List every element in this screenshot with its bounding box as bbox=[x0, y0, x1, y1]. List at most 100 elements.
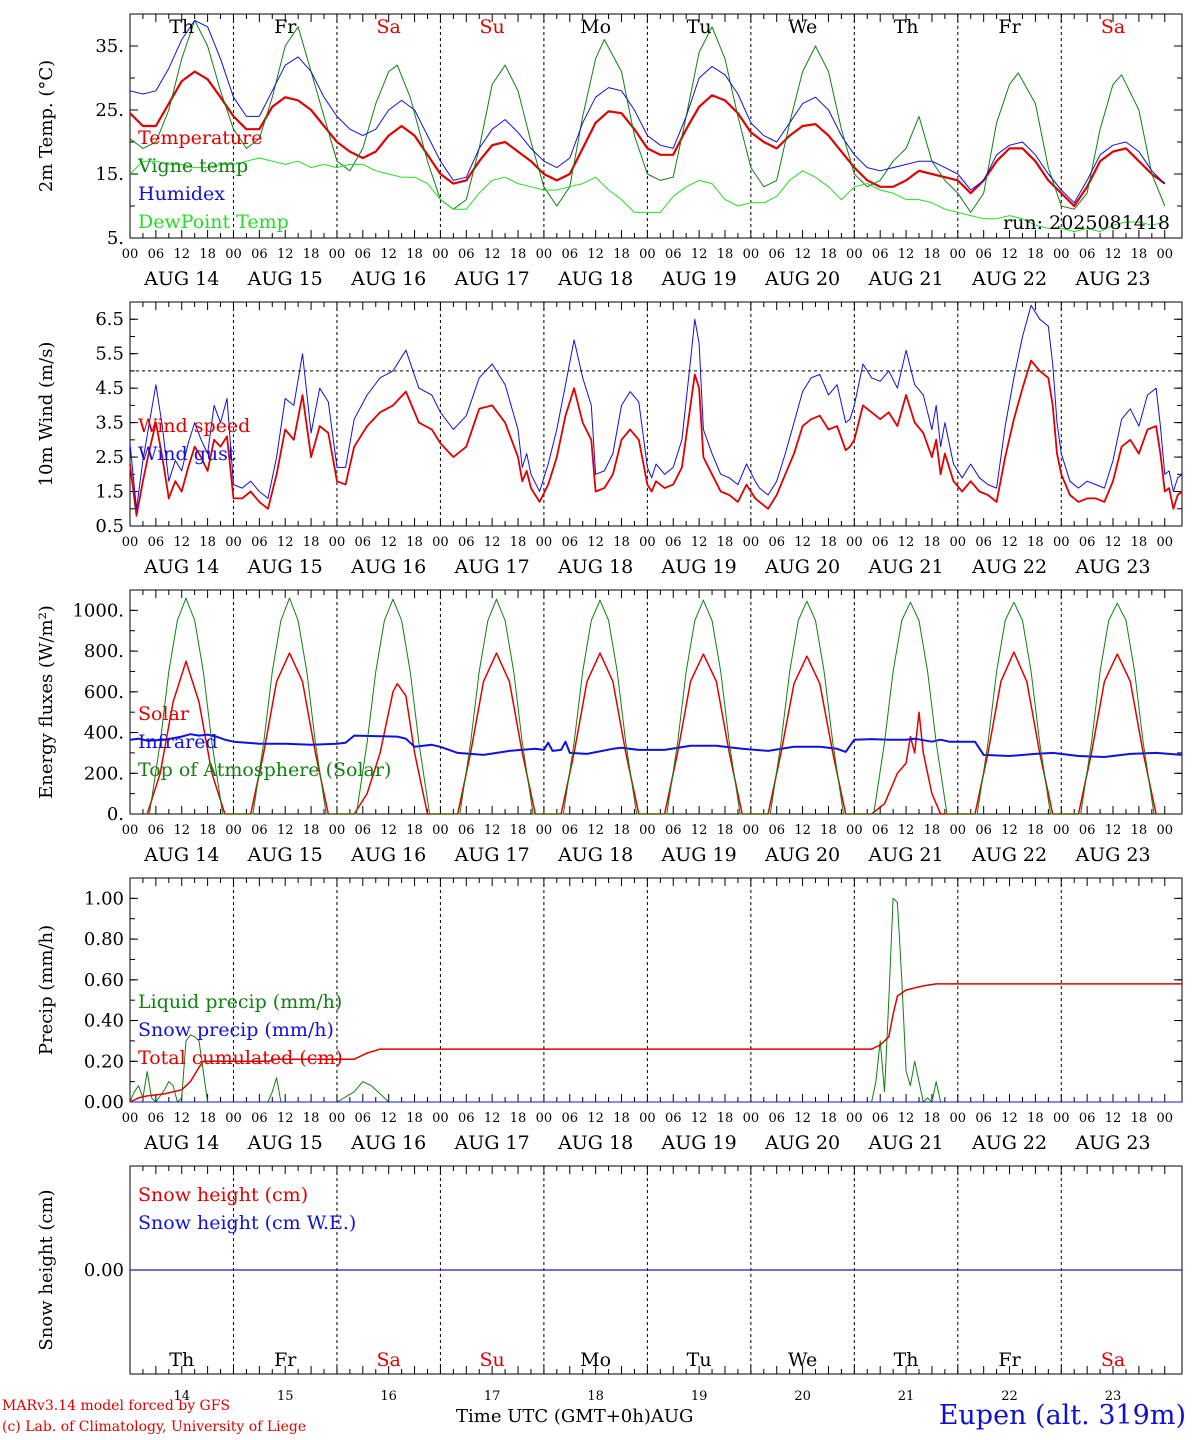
hour-label: 12 bbox=[794, 535, 811, 550]
date-label: AUG 22 bbox=[971, 556, 1047, 578]
date-label: AUG 19 bbox=[661, 844, 737, 866]
hour-label: 00 bbox=[950, 535, 967, 550]
hour-label: 12 bbox=[898, 247, 915, 262]
plot-frame bbox=[129, 301, 1183, 527]
y-tick-label: 400. bbox=[84, 723, 124, 744]
hour-label: 12 bbox=[898, 535, 915, 550]
date-label: AUG 23 bbox=[1074, 844, 1150, 866]
hour-label: 00 bbox=[225, 535, 242, 550]
date-label: AUG 16 bbox=[350, 1132, 426, 1154]
hour-label: 12 bbox=[1001, 535, 1018, 550]
series-line-1-2 bbox=[129, 19, 1166, 213]
date-label: AUG 21 bbox=[867, 844, 943, 866]
day-number: 16 bbox=[380, 1389, 397, 1404]
hour-label: 18 bbox=[717, 1111, 734, 1126]
y-tick-label: 5.5 bbox=[95, 344, 124, 365]
hour-label: 12 bbox=[794, 823, 811, 838]
y-tick-label: 0.80 bbox=[84, 929, 124, 950]
date-label: AUG 17 bbox=[454, 556, 530, 578]
hour-label: 06 bbox=[768, 535, 785, 550]
hour-label: 06 bbox=[975, 1111, 992, 1126]
hour-label: 12 bbox=[587, 823, 604, 838]
hour-label: 00 bbox=[225, 247, 242, 262]
y-tick-label: 25. bbox=[95, 100, 124, 121]
date-label: AUG 16 bbox=[350, 268, 426, 290]
hour-label: 06 bbox=[872, 535, 889, 550]
hour-label: 06 bbox=[148, 1111, 165, 1126]
day-name-bottom: Fr bbox=[998, 1349, 1021, 1371]
hour-label: 00 bbox=[1053, 247, 1070, 262]
day-name-top: Fr bbox=[998, 16, 1021, 38]
hour-label: 00 bbox=[329, 1111, 346, 1126]
hour-label: 12 bbox=[1001, 247, 1018, 262]
day-name-top: Th bbox=[169, 16, 194, 38]
y-axis-label: 2m Temp. (°C) bbox=[36, 60, 57, 192]
panel-1: 5. 15. 25. 35. 2m Temp. (°C) Temperature Vigne… bbox=[36, 13, 1183, 290]
day-name-bottom: Tu bbox=[687, 1349, 712, 1371]
hour-label: 00 bbox=[743, 247, 760, 262]
series-line-1-4 bbox=[129, 157, 1165, 233]
date-label: AUG 20 bbox=[764, 844, 840, 866]
hour-label: 06 bbox=[458, 1111, 475, 1126]
day-name-bottom: Sa bbox=[1101, 1349, 1125, 1371]
legend-entry: Humidex bbox=[138, 183, 225, 205]
hour-label: 00 bbox=[743, 823, 760, 838]
legend-entry: Snow height (cm) bbox=[138, 1184, 308, 1206]
hour-label: 00 bbox=[536, 535, 553, 550]
y-tick-label: 35. bbox=[95, 36, 124, 57]
hour-label: 12 bbox=[380, 535, 397, 550]
legend-entry: Infrared bbox=[138, 731, 218, 753]
series-line-1-3 bbox=[129, 19, 1166, 204]
hour-label: 06 bbox=[561, 1111, 578, 1126]
date-label: AUG 18 bbox=[557, 556, 633, 578]
legend-entry: Top of Atmosphere (Solar) bbox=[138, 759, 391, 781]
hour-label: 06 bbox=[975, 535, 992, 550]
hour-label: 12 bbox=[484, 247, 501, 262]
hour-label: 00 bbox=[743, 535, 760, 550]
hour-label: 18 bbox=[1027, 247, 1044, 262]
date-label: AUG 14 bbox=[143, 556, 219, 578]
hour-label: 00 bbox=[743, 1111, 760, 1126]
hour-label: 00 bbox=[950, 1111, 967, 1126]
date-label: AUG 17 bbox=[454, 268, 530, 290]
hour-label: 18 bbox=[924, 247, 941, 262]
date-label: AUG 21 bbox=[867, 1132, 943, 1154]
hour-label: 12 bbox=[1001, 1111, 1018, 1126]
y-tick-label: 600. bbox=[84, 682, 124, 703]
panel-2: 0.5 1.5 2.5 3.5 4.5 5.5 6.5 10m Wind (m/s) Wind … bbox=[36, 301, 1183, 578]
y-axis-label: Energy fluxes (W/m²) bbox=[36, 605, 57, 799]
hour-label: 00 bbox=[225, 823, 242, 838]
hour-label: 12 bbox=[173, 535, 190, 550]
hour-label: 00 bbox=[846, 823, 863, 838]
hour-label: 06 bbox=[768, 823, 785, 838]
y-tick-label: 0.00 bbox=[84, 1260, 124, 1281]
hour-label: 06 bbox=[355, 247, 372, 262]
hour-label: 00 bbox=[639, 535, 656, 550]
model-credit: MARv3.14 model forced by GFS bbox=[2, 1398, 231, 1414]
hour-label: 18 bbox=[1131, 1111, 1148, 1126]
hour-label: 12 bbox=[277, 535, 294, 550]
legend-entry: Wind speed bbox=[138, 415, 250, 437]
hour-label: 00 bbox=[536, 1111, 553, 1126]
hour-label: 00 bbox=[950, 823, 967, 838]
hour-label: 06 bbox=[251, 1111, 268, 1126]
day-number: 22 bbox=[1001, 1389, 1018, 1404]
hour-label: 18 bbox=[717, 247, 734, 262]
hour-label: 00 bbox=[536, 823, 553, 838]
hour-label: 18 bbox=[303, 823, 320, 838]
panel-5: 0.00 Snow height (cm) bbox=[36, 1165, 1183, 1375]
hour-label: 18 bbox=[199, 823, 216, 838]
hour-label: 18 bbox=[406, 1111, 423, 1126]
hour-label: 06 bbox=[251, 823, 268, 838]
hour-label: 06 bbox=[561, 247, 578, 262]
hour-label: 12 bbox=[587, 535, 604, 550]
hour-label: 18 bbox=[510, 823, 527, 838]
date-label: AUG 23 bbox=[1074, 556, 1150, 578]
hour-label: 06 bbox=[355, 823, 372, 838]
date-label: AUG 19 bbox=[661, 556, 737, 578]
hour-label: 18 bbox=[1131, 535, 1148, 550]
legend-entry: Wind gust bbox=[138, 443, 236, 465]
run-label: run: 2025081418 bbox=[1003, 212, 1170, 234]
hour-label: 06 bbox=[872, 823, 889, 838]
day-number: 21 bbox=[898, 1389, 915, 1404]
